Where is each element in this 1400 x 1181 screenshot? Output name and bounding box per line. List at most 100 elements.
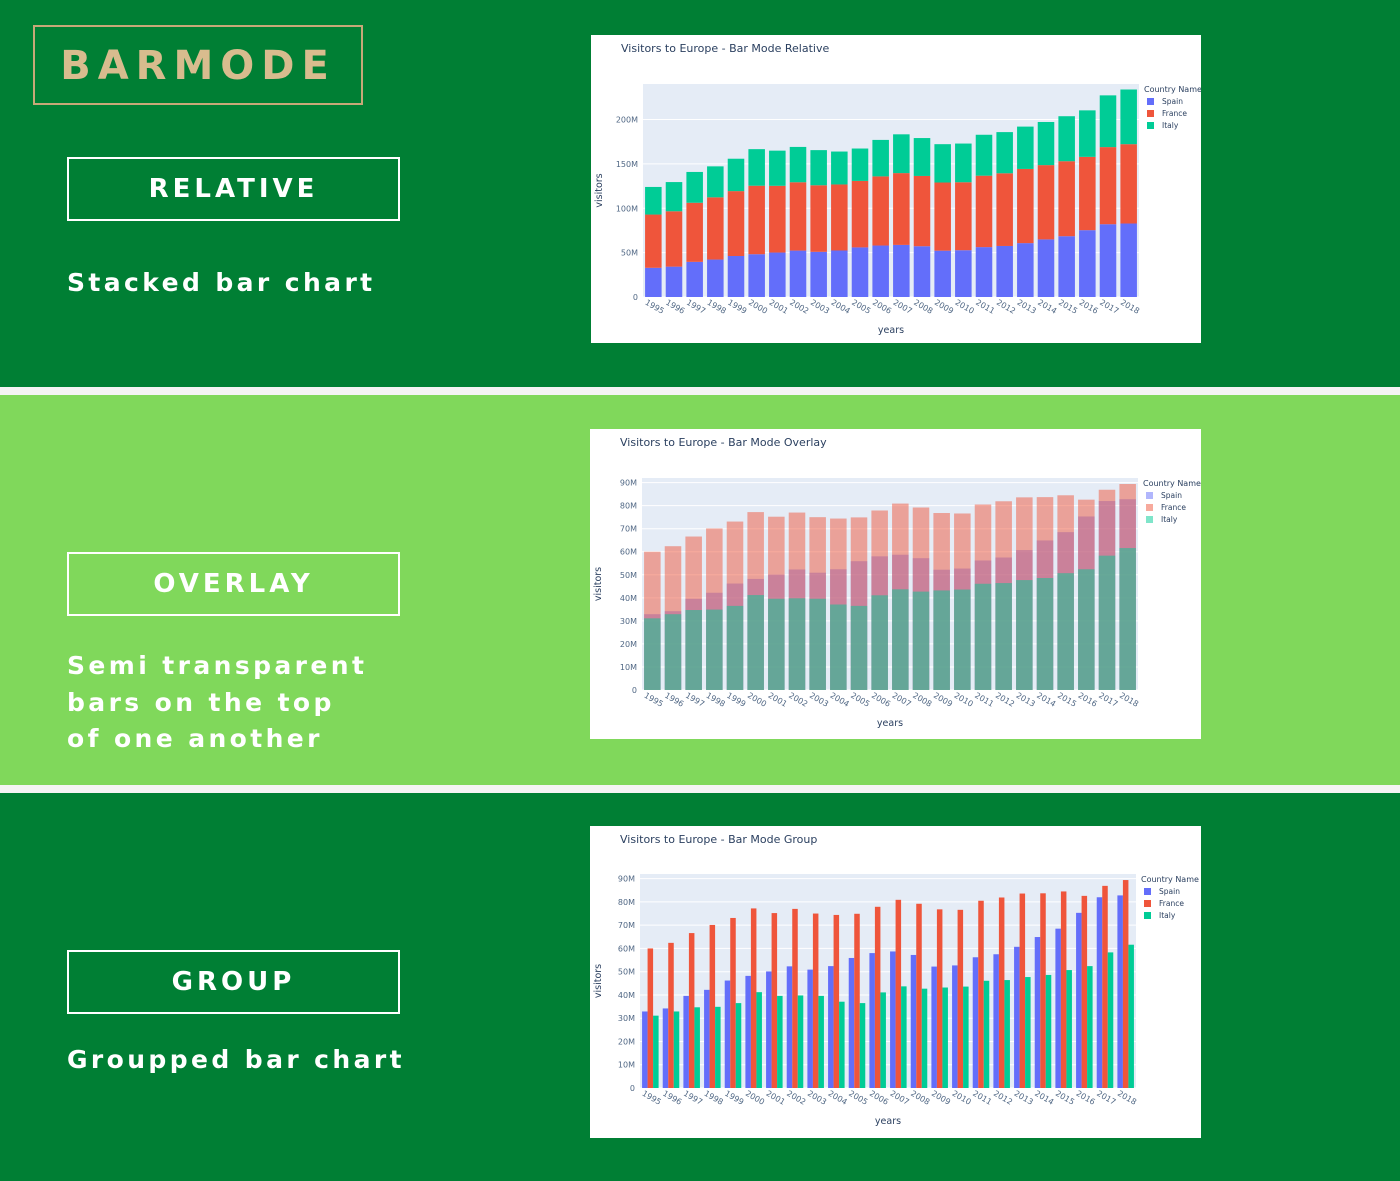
bar-italy <box>859 1003 866 1088</box>
bar-spain <box>724 980 731 1088</box>
x-tick-label: 2016 <box>1078 298 1100 316</box>
x-tick-label: 2006 <box>868 1089 890 1107</box>
bar-spain <box>745 975 751 1088</box>
bar-italy <box>1128 944 1134 1088</box>
x-tick-label: 2007 <box>889 1089 911 1107</box>
overlay-chart-svg: Visitors to Europe - Bar Mode Overlay 0 10… <box>593 436 1201 729</box>
legend-swatch-italy[interactable] <box>1146 516 1153 523</box>
relative-mode-label: RELATIVE <box>67 157 400 221</box>
x-tick-label: 2011 <box>973 691 995 709</box>
legend-entry-spain[interactable]: Spain <box>1161 491 1182 500</box>
legend-swatch-spain[interactable] <box>1146 492 1153 499</box>
bar-italy <box>831 151 848 185</box>
x-tick-label: 1995 <box>644 298 666 316</box>
bar-france <box>854 913 860 1088</box>
x-tick-label: 1999 <box>725 691 747 709</box>
relative-chart-svg: Visitors to Europe - Bar Mode Relative 0 5… <box>594 42 1201 336</box>
x-tick-label: 2015 <box>1057 298 1079 316</box>
legend-entry-italy[interactable]: Italy <box>1159 911 1176 920</box>
legend-entry-france[interactable]: France <box>1162 109 1187 118</box>
x-tick-label: 2012 <box>995 298 1017 316</box>
bar-italy <box>839 1001 845 1088</box>
x-tick-label: 2011 <box>971 1089 993 1107</box>
bar-spain <box>1014 946 1020 1088</box>
bar-italy <box>810 150 827 186</box>
bar-france <box>872 176 889 246</box>
section-divider <box>0 785 1400 793</box>
legend-swatch-spain[interactable] <box>1144 888 1151 895</box>
bar-spain <box>848 957 855 1088</box>
bar-spain <box>828 966 834 1088</box>
bar-spain <box>662 1008 669 1088</box>
legend-entry-france[interactable]: France <box>1161 503 1186 512</box>
y-tick-label: 70M <box>618 921 635 930</box>
bar-italy <box>1087 966 1093 1088</box>
bar-france <box>831 184 848 251</box>
legend-swatch-italy[interactable] <box>1147 122 1154 129</box>
group-chart: Visitors to Europe - Bar Mode Group 0 10M 2… <box>590 826 1201 1138</box>
bar-italy <box>850 605 868 690</box>
group-mode-label: GROUP <box>67 950 400 1014</box>
x-tick-label: 2003 <box>806 1089 828 1107</box>
x-tick-label: 2007 <box>892 298 914 316</box>
overlay-mode-label: OVERLAY <box>67 552 400 616</box>
group-description: Groupped bar chart <box>67 1042 405 1079</box>
x-tick-label: 2012 <box>994 691 1016 709</box>
bar-france <box>709 924 716 1088</box>
x-tick-label: 2008 <box>912 298 934 316</box>
y-tick-label: 50M <box>618 968 635 977</box>
bar-italy <box>974 583 992 690</box>
bar-france <box>1099 147 1117 225</box>
legend-entry-france[interactable]: France <box>1159 899 1184 908</box>
x-tick-label: 2004 <box>830 298 852 316</box>
bar-spain <box>1055 928 1061 1088</box>
description-line: Stacked bar chart <box>67 268 376 297</box>
bar-italy <box>1079 110 1096 157</box>
bar-italy <box>686 171 703 203</box>
bar-spain <box>704 989 710 1088</box>
bar-spain <box>727 255 745 297</box>
bar-italy <box>673 1011 680 1088</box>
x-tick-label: 2006 <box>871 298 893 316</box>
legend-entry-spain[interactable]: Spain <box>1159 887 1180 896</box>
plot-area <box>640 874 1136 1088</box>
x-tick-label: 2015 <box>1056 691 1078 709</box>
bar-france <box>645 214 662 268</box>
legend-entry-italy[interactable]: Italy <box>1161 515 1178 524</box>
bar-spain <box>707 259 724 297</box>
bar-france <box>934 182 951 251</box>
bar-spain <box>831 250 848 297</box>
legend-entry-spain[interactable]: Spain <box>1162 97 1183 106</box>
bar-italy <box>769 150 786 186</box>
x-tick-label: 2003 <box>808 691 830 709</box>
bar-france <box>978 900 984 1088</box>
bar-france <box>665 211 683 267</box>
bar-france <box>1058 161 1075 237</box>
x-tick-label: 2002 <box>788 298 810 316</box>
bar-italy <box>963 986 969 1088</box>
x-tick-label: 1995 <box>641 1089 663 1107</box>
x-tick-label: 2018 <box>1116 1089 1138 1107</box>
legend-swatch-spain[interactable] <box>1147 98 1154 105</box>
bar-spain <box>807 969 813 1088</box>
bar-spain <box>893 244 910 297</box>
y-tick-label: 40M <box>620 594 637 603</box>
bar-france <box>874 906 881 1088</box>
bar-italy <box>1120 89 1137 145</box>
legend-swatch-italy[interactable] <box>1144 912 1151 919</box>
bar-france <box>688 933 695 1088</box>
legend-swatch-france[interactable] <box>1144 900 1151 907</box>
bar-spain <box>1099 224 1117 297</box>
bar-france <box>893 173 910 245</box>
legend-title: Country Name <box>1143 479 1201 488</box>
legend-swatch-france[interactable] <box>1147 110 1154 117</box>
bar-italy <box>747 595 764 690</box>
bar-spain <box>1037 239 1055 297</box>
bar-italy <box>1036 578 1054 690</box>
x-tick-label: 2010 <box>954 298 976 316</box>
y-tick-label: 20M <box>620 640 637 649</box>
bar-italy <box>912 591 930 690</box>
bar-italy <box>995 583 1012 690</box>
legend-swatch-france[interactable] <box>1146 504 1153 511</box>
legend-entry-italy[interactable]: Italy <box>1162 121 1179 130</box>
